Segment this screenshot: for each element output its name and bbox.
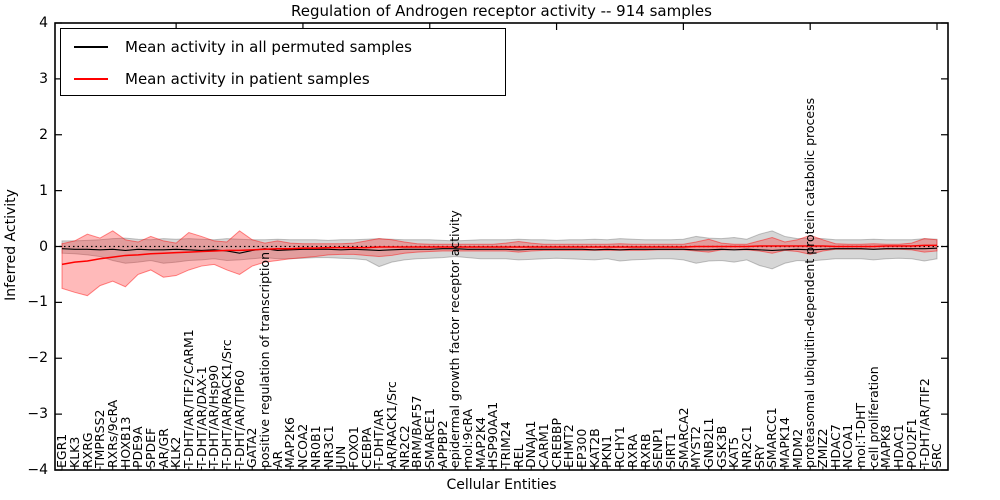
x-tick-label: SIRT1	[662, 433, 678, 468]
y-tick-label: −4	[27, 462, 48, 478]
x-tick-label: SPDEF	[142, 427, 158, 468]
legend-entry-label: Mean activity in all permuted samples	[125, 37, 412, 56]
mean-line-1	[61, 244, 937, 266]
y-tick-label: −3	[27, 406, 48, 423]
x-tick-label: RXRA	[624, 434, 640, 468]
x-tick-label: AR/RACK1/Src	[383, 381, 399, 468]
x-tick-label: RXRs/9cRA	[104, 399, 120, 468]
legend-entry: Mean activity in patient samples	[61, 64, 505, 93]
y-tick-label: 0	[39, 238, 48, 255]
legend: Mean activity in all permuted samples Me…	[60, 28, 506, 96]
band-0	[61, 230, 938, 270]
mean-line-0	[61, 247, 938, 254]
y-tick-label: −2	[27, 350, 48, 367]
y-tick-label: −1	[27, 294, 48, 311]
x-tick-label: NR0B1	[307, 425, 323, 468]
y-tick-label: 2	[39, 126, 48, 143]
legend-entry-label: Mean activity in patient samples	[125, 69, 370, 88]
x-tick-label: POU2F1	[903, 418, 919, 468]
x-tick-label: FOXO1	[345, 426, 361, 468]
x-tick-label: SMARCE1	[421, 408, 437, 468]
x-tick-label: SRC	[929, 443, 945, 468]
y-tick-label: 3	[39, 70, 48, 87]
legend-line-sample-permuted	[74, 45, 108, 48]
y-tick-label: 4	[39, 15, 48, 31]
x-tick-label: KLK3	[66, 436, 82, 468]
x-tick-label: proteasomal ubiquitin-dependent protein …	[802, 97, 818, 468]
y-tick-label: 1	[39, 182, 48, 199]
legend-line-sample-patient	[74, 77, 108, 80]
x-tick-label: GNB2L1	[700, 417, 716, 468]
chart-title: Regulation of Androgen receptor activity…	[291, 2, 712, 20]
legend-entry: Mean activity in all permuted samples	[61, 32, 505, 61]
x-tick-label: positive regulation of transcription	[257, 252, 273, 468]
x-axis-label: Cellular Entities	[446, 477, 557, 493]
